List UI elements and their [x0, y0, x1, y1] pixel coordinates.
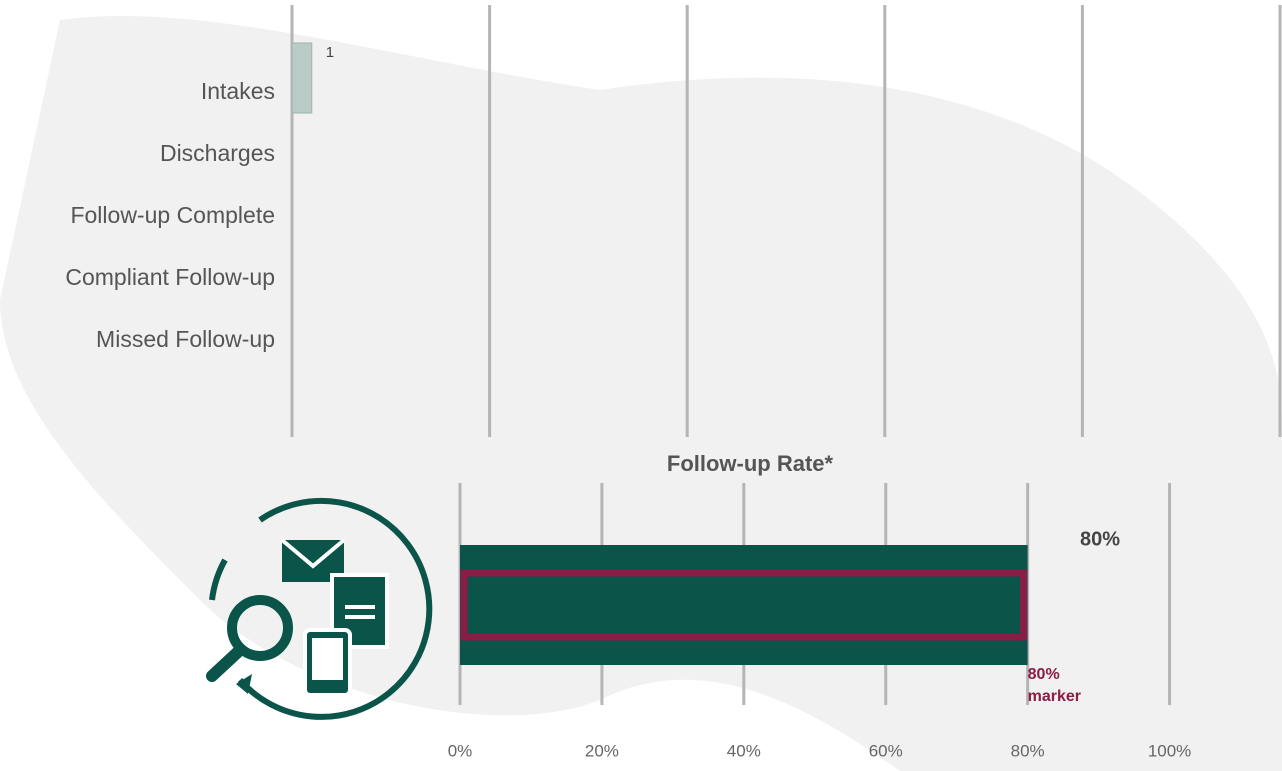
bar — [291, 42, 313, 114]
chart-title: Follow-up Rate* — [667, 451, 834, 476]
marker-label: marker — [1028, 688, 1081, 705]
bar — [460, 545, 1028, 665]
data-label: 1 — [326, 44, 334, 61]
y-tick-label: Intakes — [201, 78, 275, 104]
top-chart: Intakes 1 Discharges Follow-up Complete Comp… — [65, 5, 1282, 437]
x-tick-label: 60% — [869, 741, 903, 760]
bottom-chart: Follow-up Rate* 0% 20% 40% 60% 80% 100% 80% 80%… — [448, 451, 1192, 761]
data-label: 80% — [1080, 528, 1120, 550]
x-tick-label: 40% — [727, 741, 761, 760]
marker-label: 80% — [1028, 666, 1060, 683]
x-tick-label: 100% — [1148, 741, 1191, 760]
x-tick-label: 20% — [585, 741, 619, 760]
x-tick-label: 0% — [448, 741, 473, 760]
x-tick-label: 80% — [1011, 741, 1045, 760]
y-tick-label: Compliant Follow-up — [65, 264, 275, 290]
y-tick-label: Missed Follow-up — [96, 326, 275, 352]
y-tick-label: Follow-up Complete — [70, 202, 275, 228]
target-marker — [460, 569, 1028, 641]
follow-up-icon — [206, 497, 433, 720]
y-tick-label: Discharges — [160, 140, 275, 166]
